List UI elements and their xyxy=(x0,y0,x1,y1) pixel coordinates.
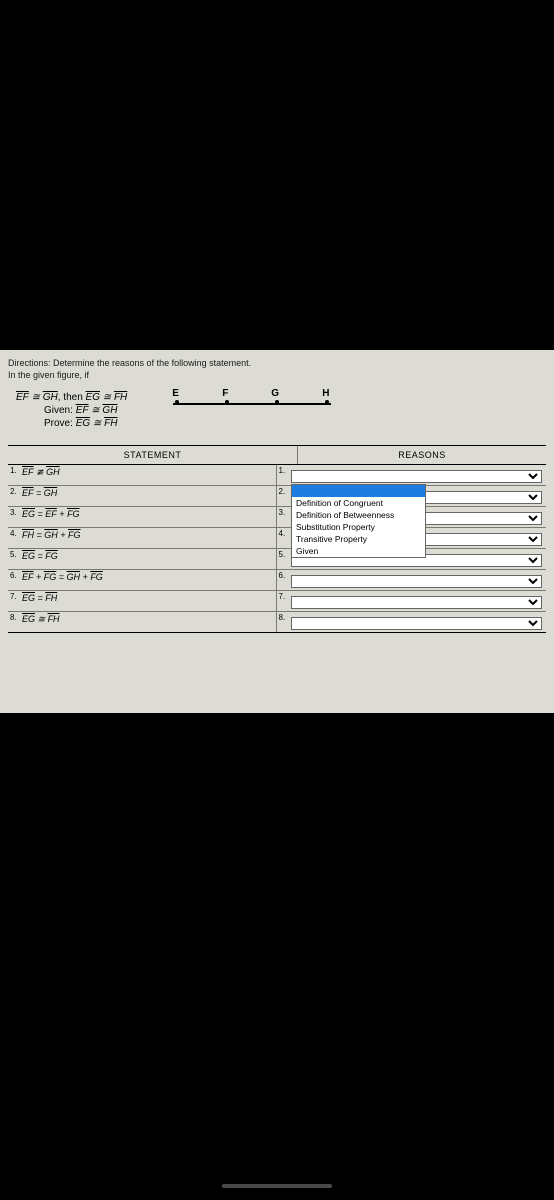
reason-number: 5. xyxy=(277,549,289,569)
reason-number: 4. xyxy=(277,528,289,548)
statement-cell: EG = FG xyxy=(20,549,277,569)
device-bottom-bar xyxy=(0,1172,554,1200)
line-segment xyxy=(173,403,331,405)
reason-cell: Definition of CongruentDefinition of Bet… xyxy=(289,612,547,632)
home-indicator[interactable] xyxy=(222,1184,332,1188)
statement-number: 4. xyxy=(8,528,20,548)
number-line-figure: E F G H xyxy=(167,392,337,410)
reason-select[interactable]: Definition of CongruentDefinition of Bet… xyxy=(291,470,543,483)
statement-number: 2. xyxy=(8,486,20,506)
proof-table: STATEMENT REASONS 1.EF ≇ GH1.Definition … xyxy=(8,445,546,633)
reason-number: 8. xyxy=(277,612,289,632)
reason-select[interactable]: Definition of CongruentDefinition of Bet… xyxy=(291,575,543,588)
statement-number: 5. xyxy=(8,549,20,569)
reason-number: 1. xyxy=(277,465,289,485)
proof-header-row: STATEMENT REASONS xyxy=(8,446,546,464)
reason-cell: Definition of CongruentDefinition of Bet… xyxy=(289,465,547,485)
reason-number: 2. xyxy=(277,486,289,506)
reason-cell: Definition of CongruentDefinition of Bet… xyxy=(289,591,547,611)
proof-row: 2.EF = GH2.Definition of CongruentDefini… xyxy=(8,486,546,507)
statement-number: 8. xyxy=(8,612,20,632)
statement-cell: EF ≇ GH xyxy=(20,465,277,485)
proof-row: 7.EG = FH7.Definition of CongruentDefini… xyxy=(8,591,546,612)
problem-statements: EF ≅ GH, then EG ≅ FH Given: EF ≅ GH Pro… xyxy=(8,392,127,431)
reason-number: 3. xyxy=(277,507,289,527)
if-then-line: EF ≅ GH, then EG ≅ FH xyxy=(16,392,127,403)
point-e-label: E xyxy=(172,388,179,399)
reason-option[interactable]: Transitive Property xyxy=(292,533,425,545)
reason-option[interactable]: Definition of Betweenness xyxy=(292,509,425,521)
reason-select[interactable]: Definition of CongruentDefinition of Bet… xyxy=(291,617,543,630)
given-line: Given: EF ≅ GH xyxy=(16,405,127,416)
statement-cell: EG ≅ FH xyxy=(20,612,277,632)
proof-row: 3.EG = EF + FG3.Definition of CongruentD… xyxy=(8,507,546,528)
prove-line: Prove: EG ≅ FH xyxy=(16,418,127,429)
statement-cell: EF = GH xyxy=(20,486,277,506)
reasons-header: REASONS xyxy=(298,446,546,464)
proof-row: 6.EF + FG = GH + FG6.Definition of Congr… xyxy=(8,570,546,591)
reason-select[interactable]: Definition of CongruentDefinition of Bet… xyxy=(291,596,543,609)
proof-row: 4.FH = GH + FG4.Definition of CongruentD… xyxy=(8,528,546,549)
reason-dropdown-open[interactable]: Definition of CongruentDefinition of Bet… xyxy=(291,484,426,558)
reason-number: 7. xyxy=(277,591,289,611)
problem-row: EF ≅ GH, then EG ≅ FH Given: EF ≅ GH Pro… xyxy=(8,392,546,431)
point-g-label: G xyxy=(271,388,279,399)
statement-cell: EG = FH xyxy=(20,591,277,611)
directions-line-2: In the given figure, if xyxy=(8,370,546,380)
reason-number: 6. xyxy=(277,570,289,590)
point-h-label: H xyxy=(322,388,329,399)
statement-header: STATEMENT xyxy=(8,446,298,464)
reason-option[interactable]: Definition of Congruent xyxy=(292,497,425,509)
reason-option[interactable]: Substitution Property xyxy=(292,521,425,533)
proof-row: 5.EG = FG5.Definition of CongruentDefini… xyxy=(8,549,546,570)
reason-option[interactable]: Given xyxy=(292,545,425,557)
statement-number: 3. xyxy=(8,507,20,527)
statement-number: 6. xyxy=(8,570,20,590)
directions-line-1: Directions: Determine the reasons of the… xyxy=(8,358,546,368)
proof-row: 8.EG ≅ FH8.Definition of CongruentDefini… xyxy=(8,612,546,632)
worksheet-page: Directions: Determine the reasons of the… xyxy=(0,350,554,713)
proof-body: 1.EF ≇ GH1.Definition of CongruentDefini… xyxy=(8,464,546,632)
statement-cell: EF + FG = GH + FG xyxy=(20,570,277,590)
statement-cell: EG = EF + FG xyxy=(20,507,277,527)
statement-number: 1. xyxy=(8,465,20,485)
statement-cell: FH = GH + FG xyxy=(20,528,277,548)
point-f-label: F xyxy=(222,388,228,399)
reason-option-blank[interactable] xyxy=(292,485,425,497)
proof-row: 1.EF ≇ GH1.Definition of CongruentDefini… xyxy=(8,465,546,486)
statement-number: 7. xyxy=(8,591,20,611)
reason-cell: Definition of CongruentDefinition of Bet… xyxy=(289,570,547,590)
